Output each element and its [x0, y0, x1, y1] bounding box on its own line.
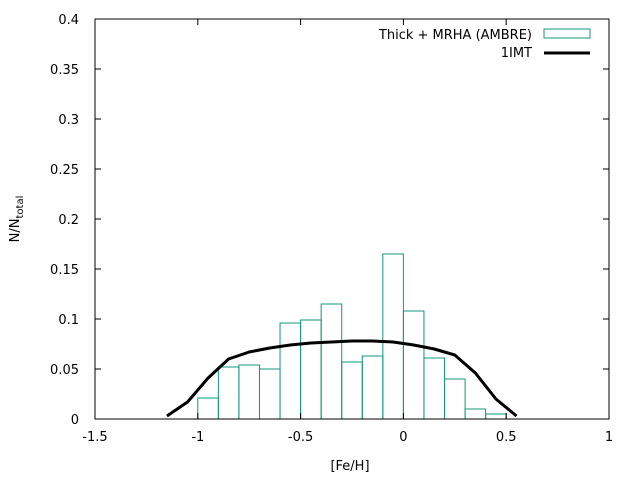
y-tick-label: 0.4 [58, 13, 79, 28]
y-axis-label-subscript: total [15, 196, 26, 219]
histogram-bar [464, 408, 487, 420]
y-tick-label: 0.15 [50, 263, 79, 278]
y-tick-label: 0.3 [58, 113, 79, 128]
histogram-bar [485, 413, 507, 420]
histogram-bar [258, 368, 281, 420]
x-tick-label: -1.5 [82, 430, 107, 445]
y-axis-label-main: N/N [8, 219, 23, 243]
histogram-bar [402, 310, 425, 420]
histogram-bar [300, 319, 322, 420]
y-axis-label: N/Ntotal [8, 196, 26, 243]
y-tick-label: 0 [71, 413, 79, 428]
histogram-bar [320, 303, 343, 420]
legend-swatch-histogram [543, 28, 591, 39]
histogram-bar [444, 378, 466, 420]
x-axis: -1.5 -1 -0.5 0 0.5 1 [82, 19, 613, 445]
histogram-bar [361, 355, 384, 420]
y-tick-label: 0.2 [58, 213, 79, 228]
legend-label-1imt: 1IMT [501, 46, 532, 61]
series-line-1imt [166, 339, 518, 418]
x-axis-label: [Fe/H] [330, 459, 369, 474]
histogram-bar [197, 397, 219, 420]
y-tick-label: 0.25 [50, 163, 79, 178]
y-axis: 0 0.05 0.1 0.15 0.2 0.25 0.3 0.35 0.4 [50, 13, 609, 428]
y-tick-label: 0.1 [58, 313, 79, 328]
legend-entry-1imt: 1IMT [501, 46, 590, 61]
y-tick-label: 0.05 [50, 363, 79, 378]
x-tick-label: 0.5 [496, 430, 517, 445]
x-tick-label: 0 [399, 430, 407, 445]
x-tick-label: 1 [605, 430, 613, 445]
histogram-bar [238, 364, 260, 420]
x-tick-label: -0.5 [288, 430, 313, 445]
y-tick-label: 0.35 [50, 63, 79, 78]
x-tick-label: -1 [191, 430, 204, 445]
histogram-bar [382, 253, 404, 420]
legend-entry-histogram: Thick + MRHA (AMBRE) [378, 28, 591, 43]
plot-frame [94, 18, 610, 420]
plot-area [94, 18, 610, 420]
histogram-bar [217, 366, 240, 420]
histogram-bar [341, 361, 363, 420]
histogram-bar [423, 357, 446, 420]
legend-label-histogram: Thick + MRHA (AMBRE) [378, 28, 532, 43]
histogram-bars [197, 253, 507, 420]
histogram-bar [279, 322, 302, 420]
legend: Thick + MRHA (AMBRE) 1IMT [378, 28, 591, 61]
